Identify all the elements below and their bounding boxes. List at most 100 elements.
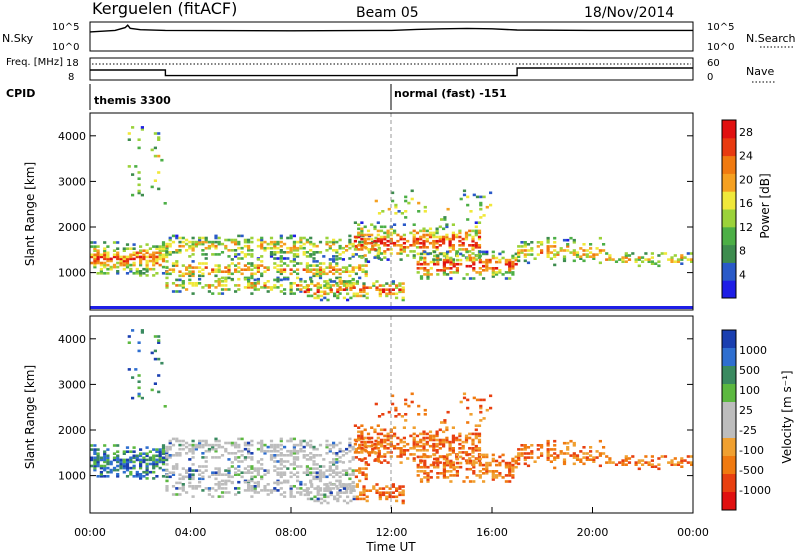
power-cell (399, 252, 403, 255)
power-cell (644, 258, 648, 261)
velocity-cell (680, 461, 684, 464)
velocity-cell (385, 495, 389, 499)
velocity-cell (412, 438, 416, 442)
velocity-cell (328, 449, 332, 453)
velocity-cell (624, 459, 628, 462)
velocity-cell (425, 449, 429, 452)
power-cell (292, 255, 296, 258)
power-cell (125, 263, 130, 267)
power-cell (686, 258, 690, 261)
velocity-cell (134, 368, 138, 371)
velocity-cell (517, 454, 521, 457)
power-cell (112, 249, 117, 252)
power-cell (175, 249, 179, 252)
n-sky-tick-top: 10^5 (52, 22, 79, 33)
power-cell (432, 235, 436, 239)
velocity-cell (279, 467, 283, 470)
power-cell (526, 253, 531, 256)
velocity-cell (553, 466, 557, 470)
power-cell (553, 241, 557, 244)
velocity-cell (139, 475, 143, 478)
power-cell (328, 264, 332, 267)
velocity-cell (572, 454, 576, 457)
velocity-cell (409, 453, 413, 456)
velocity-cell (335, 473, 339, 476)
velocity-cell (303, 493, 307, 497)
time-x-axis: 00:00 04:00 08:00 12:00 16:00 20:00 00:00 (74, 507, 709, 539)
velocity-cell (471, 432, 475, 436)
velocity-cell (93, 468, 97, 472)
power-cell (472, 260, 476, 264)
velocity-cell (388, 495, 392, 499)
velocity-cell (443, 419, 447, 422)
power-cell (373, 248, 377, 251)
power-cell (171, 282, 176, 285)
power-cell (306, 294, 310, 298)
power-cell (346, 284, 350, 287)
velocity-cell (376, 457, 380, 460)
power-cell (122, 263, 126, 267)
velocity-cell (96, 460, 100, 464)
power-cell (129, 257, 133, 261)
power-cell (191, 253, 195, 256)
power-cell (332, 258, 336, 261)
power-cell (207, 246, 211, 250)
power-cell (445, 252, 449, 255)
power-cell (549, 245, 553, 248)
power-cell (116, 251, 120, 255)
velocity-cell (393, 426, 397, 429)
velocity-cell (250, 465, 254, 468)
velocity-cell (263, 485, 267, 488)
power-cell (458, 235, 462, 239)
power-cell (374, 199, 378, 203)
power-cell (477, 244, 482, 247)
power-cell (377, 212, 382, 215)
power-cell (152, 255, 156, 259)
power-cell (178, 274, 182, 278)
power-cell (415, 237, 420, 241)
velocity-cell (122, 458, 126, 462)
velocity-cell (211, 447, 215, 451)
power-cell (131, 126, 135, 129)
power-cell (670, 260, 674, 263)
power-cell (376, 239, 380, 243)
velocity-cell (351, 456, 355, 459)
velocity-cell (566, 446, 570, 449)
velocity-cell (201, 456, 205, 459)
velocity-cell (145, 470, 149, 474)
power-cell (391, 288, 395, 291)
power-cell (432, 239, 436, 243)
power-cell (338, 268, 342, 271)
power-cell (247, 282, 251, 285)
power-cell (634, 260, 638, 263)
power-cell (312, 260, 316, 263)
velocity-cell (479, 410, 483, 414)
power-cell (119, 261, 123, 265)
velocity-cell (198, 485, 202, 488)
power-cell (145, 243, 149, 246)
velocity-cell (260, 449, 264, 453)
velocity-cell (422, 430, 426, 434)
power-cell (201, 253, 205, 256)
velocity-cell (296, 452, 300, 455)
power-y-axis-label: Slant Range [km] (23, 162, 37, 266)
power-cell (309, 264, 313, 267)
velocity-cell (336, 497, 340, 501)
power-cell (325, 272, 329, 276)
velocity-cell (279, 460, 283, 463)
power-cell (442, 260, 446, 264)
velocity-cell (400, 415, 404, 418)
power-cell (299, 236, 303, 240)
velocity-cell (289, 471, 293, 474)
velocity-cell (332, 471, 336, 474)
power-cell (127, 165, 131, 168)
power-cell (312, 268, 316, 271)
velocity-cell (501, 476, 505, 479)
velocity-cell (315, 477, 319, 481)
velocity-cell (419, 440, 423, 444)
velocity-cell (165, 469, 169, 472)
velocity-cell (96, 456, 100, 460)
power-cell (366, 241, 371, 245)
velocity-cell (358, 469, 362, 472)
velocity-cell (326, 489, 330, 492)
